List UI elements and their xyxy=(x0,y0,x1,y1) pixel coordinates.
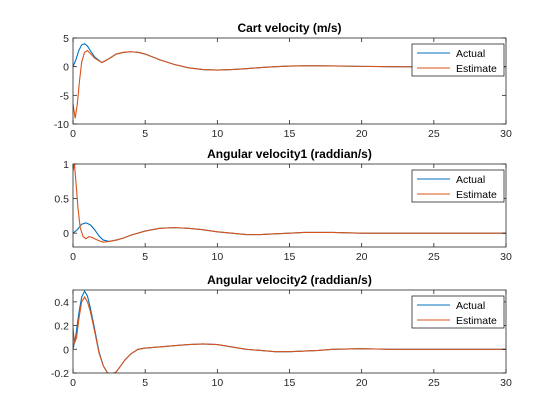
legend: Actual Estimate xyxy=(411,295,505,329)
legend-box xyxy=(411,43,505,77)
chart-title: Angular velocity2 (raddian/s) xyxy=(207,273,372,287)
x-tick-label: 10 xyxy=(211,251,223,263)
x-tick-label: 20 xyxy=(356,251,368,263)
x-tick-label: 0 xyxy=(70,128,76,140)
y-tick-label: 5 xyxy=(63,33,69,45)
y-tick-label: 0 xyxy=(63,62,69,74)
x-tick-label: 25 xyxy=(428,377,440,389)
y-tick-label: 0 xyxy=(63,228,69,240)
y-tick-label: -5 xyxy=(60,90,69,102)
y-tick-label: -0.2 xyxy=(51,368,69,380)
chart-title: Angular velocity1 (raddian/s) xyxy=(207,147,372,161)
x-tick-label: 5 xyxy=(142,251,148,263)
legend: Actual Estimate xyxy=(411,43,505,77)
y-tick-label: 0.2 xyxy=(54,321,69,333)
x-tick-label: 10 xyxy=(211,128,223,140)
x-tick-label: 30 xyxy=(500,251,512,263)
x-tick-label: 15 xyxy=(284,377,296,389)
y-tick-label: 0.5 xyxy=(54,194,69,206)
x-tick-label: 25 xyxy=(428,128,440,140)
x-tick-label: 20 xyxy=(356,377,368,389)
chart-title: Cart velocity (m/s) xyxy=(237,21,341,35)
legend-label-actual: Actual xyxy=(456,48,485,60)
y-tick-label: 1 xyxy=(63,159,69,171)
legend-label-estimate: Estimate xyxy=(456,315,497,327)
series-line-estimate xyxy=(73,49,506,119)
x-tick-label: 5 xyxy=(142,377,148,389)
legend-box xyxy=(411,169,505,203)
x-tick-label: 30 xyxy=(500,128,512,140)
series-line-estimate xyxy=(73,296,506,373)
x-tick-label: 25 xyxy=(428,251,440,263)
x-tick-label: 20 xyxy=(356,128,368,140)
chart-panel-2: Angular velocity1 (raddian/s)0 5 10 15 20 25 3… xyxy=(54,147,512,263)
x-tick-label: 5 xyxy=(142,128,148,140)
legend-box xyxy=(411,295,505,329)
legend-label-estimate: Estimate xyxy=(456,63,497,75)
x-tick-label: 10 xyxy=(211,377,223,389)
y-tick-label: 0 xyxy=(63,344,69,356)
chart-panel-3: Angular velocity2 (raddian/s) 0 5 10 15 20 25 3… xyxy=(51,273,512,389)
x-tick-label: 15 xyxy=(284,251,296,263)
series-line-estimate xyxy=(73,164,506,243)
x-tick-label: 30 xyxy=(500,377,512,389)
legend-label-actual: Actual xyxy=(456,300,485,312)
x-tick-label: 15 xyxy=(284,128,296,140)
x-tick-label: 0 xyxy=(70,251,76,263)
legend-label-actual: Actual xyxy=(456,174,485,186)
legend: Actual Estimate xyxy=(411,169,505,203)
y-tick-label: -10 xyxy=(54,119,69,131)
chart-panel-1: Cart velocity (m/s) 0 5 10 15 20 25 30 -10 -5 0 5 Ac… xyxy=(54,21,512,140)
y-tick-label: 0.4 xyxy=(54,297,69,309)
legend-label-estimate: Estimate xyxy=(456,189,497,201)
x-tick-label: 0 xyxy=(70,377,76,389)
